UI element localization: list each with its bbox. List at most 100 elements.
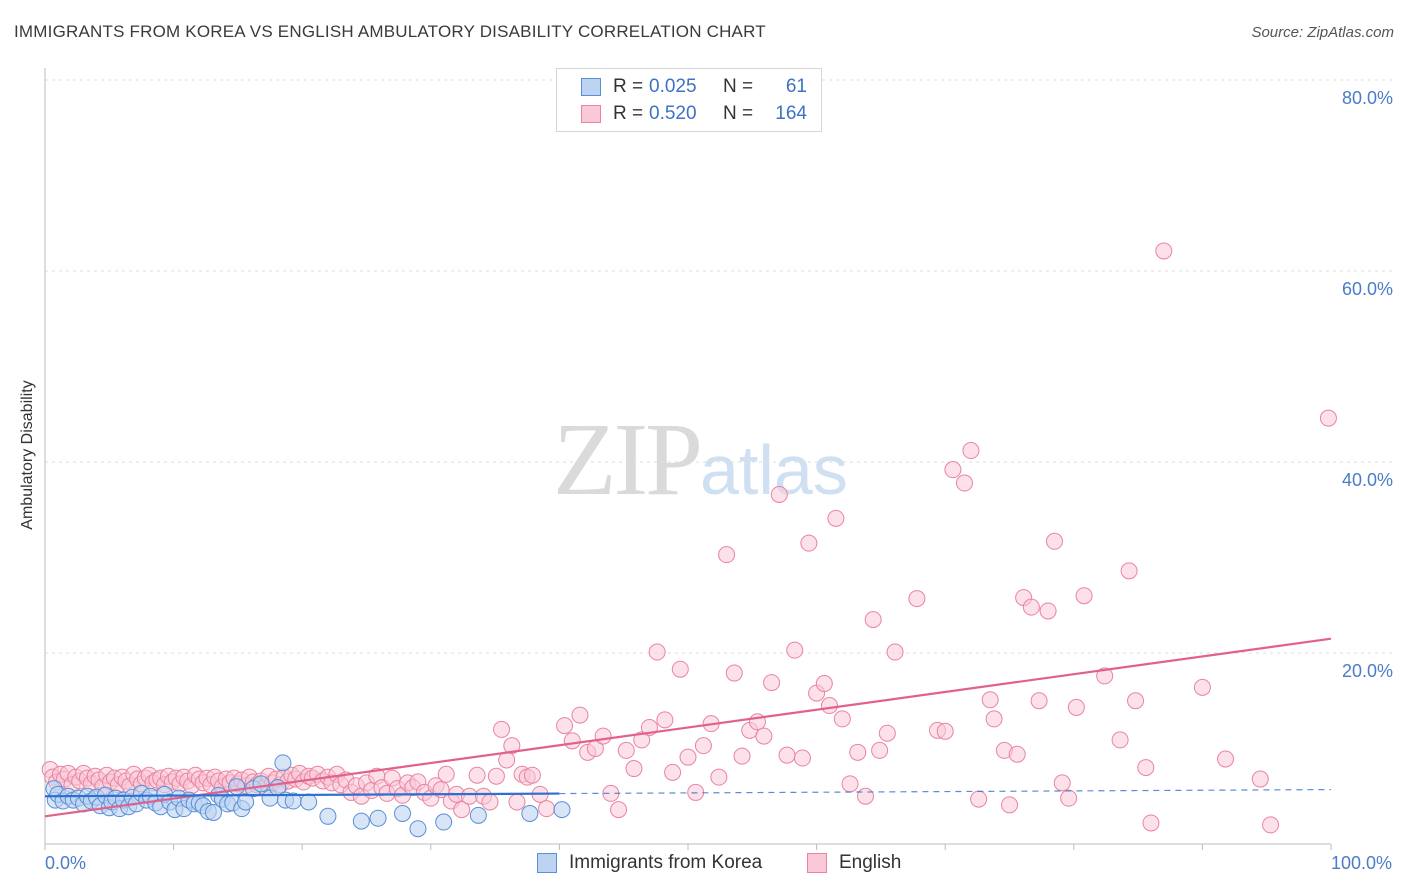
english-swatch [581, 105, 601, 123]
r-label: R = [613, 76, 644, 97]
english-point [793, 749, 811, 767]
english-point [610, 801, 628, 819]
trend-lines [44, 637, 1332, 818]
english-point [955, 474, 973, 492]
english-point [648, 643, 666, 661]
english-point [594, 727, 612, 745]
english-point [755, 727, 773, 745]
grid-lines [45, 79, 1392, 654]
english-point [556, 717, 574, 735]
korea-trend-line [44, 792, 560, 798]
english-point [1039, 602, 1057, 620]
korea-point [204, 803, 222, 821]
korea-point [435, 813, 453, 831]
english-point [871, 741, 889, 759]
korea-point [300, 793, 318, 811]
english-point [1075, 587, 1093, 605]
english-point [1251, 770, 1269, 788]
english-point [718, 546, 736, 564]
english-point [468, 766, 486, 784]
english-point [944, 461, 962, 479]
korea-point [553, 801, 571, 819]
english-point [1022, 598, 1040, 616]
english-point [1030, 692, 1048, 710]
english-point [503, 737, 521, 755]
korea-point [521, 804, 539, 822]
r-label: R = [613, 103, 644, 124]
korea-legend-swatch [537, 853, 557, 873]
y-tick-label: 20.0% [1342, 661, 1393, 681]
english-point [1217, 750, 1235, 768]
english-point [1067, 698, 1085, 716]
y-tick-label: 60.0% [1342, 279, 1393, 299]
english-point [571, 706, 589, 724]
korea-point [237, 793, 255, 811]
korea-point [352, 812, 370, 830]
english-point [453, 801, 471, 819]
english-point [856, 787, 874, 805]
english-point [800, 534, 818, 552]
n-value: 61 [785, 76, 807, 97]
r-value: 0.520 [649, 103, 697, 124]
english-point [481, 793, 499, 811]
stats-row-english: R = 0.520 N = 164 [581, 101, 807, 127]
korea-point [319, 807, 337, 825]
n-label: N = [723, 103, 754, 124]
english-trend-line [44, 637, 1332, 818]
english-point [493, 720, 511, 738]
english-point [970, 790, 988, 808]
legend-label-english: English [839, 852, 902, 873]
korea-trend-extension [559, 788, 1332, 795]
legend-item-english[interactable]: English [807, 852, 901, 874]
english-point [1120, 562, 1138, 580]
english-point [679, 748, 697, 766]
english-point [1096, 667, 1114, 685]
korea-point [394, 804, 412, 822]
x-ticks [44, 844, 1332, 850]
english-point [1001, 796, 1018, 814]
english-point [1053, 774, 1071, 792]
english-point [841, 775, 859, 793]
english-point [437, 765, 455, 783]
english-point [1319, 409, 1337, 427]
english-point [849, 743, 867, 761]
english-point [936, 722, 954, 740]
english-point [460, 787, 478, 805]
watermark: ZIPatlas [553, 400, 848, 519]
n-value: 164 [775, 103, 807, 124]
english-point [962, 442, 980, 460]
english-point [886, 643, 904, 661]
english-point [864, 611, 882, 629]
english-point [1137, 759, 1155, 777]
english-point [664, 763, 682, 781]
english-point [625, 760, 643, 778]
english-point [1142, 814, 1160, 832]
y-tick-labels: 20.0% 40.0% 60.0% 80.0% [1342, 88, 1393, 681]
english-point [563, 732, 581, 750]
english-point [523, 766, 541, 784]
korea-point [469, 806, 487, 824]
r-value: 0.025 [649, 76, 697, 97]
english-point [1008, 745, 1026, 763]
english-point [656, 711, 674, 729]
chart-title: IMMIGRANTS FROM KOREA VS ENGLISH AMBULAT… [14, 22, 766, 41]
english-point [786, 641, 804, 659]
legend-item-korea[interactable]: Immigrants from Korea [537, 852, 762, 874]
english-point [981, 691, 999, 709]
english-point [820, 697, 838, 715]
x-tick-label-max: 100.0% [1331, 853, 1392, 873]
legend-label-korea: Immigrants from Korea [569, 852, 763, 873]
english-point [694, 737, 712, 755]
stats-row-korea: R = 0.025 N = 61 [581, 74, 807, 100]
english-point [985, 710, 1003, 728]
korea-swatch [581, 78, 601, 96]
english-legend-swatch [807, 853, 827, 873]
x-tick-labels: 0.0% 100.0% [45, 853, 1392, 873]
english-point [1193, 678, 1211, 696]
stats-legend: R = 0.025 N = 61 R = 0.520 N = 164 [556, 68, 822, 132]
english-point [1111, 731, 1129, 749]
english-point [487, 767, 505, 785]
x-tick-label-min: 0.0% [45, 853, 86, 873]
chart-source: Source: ZipAtlas.com [1251, 24, 1394, 41]
